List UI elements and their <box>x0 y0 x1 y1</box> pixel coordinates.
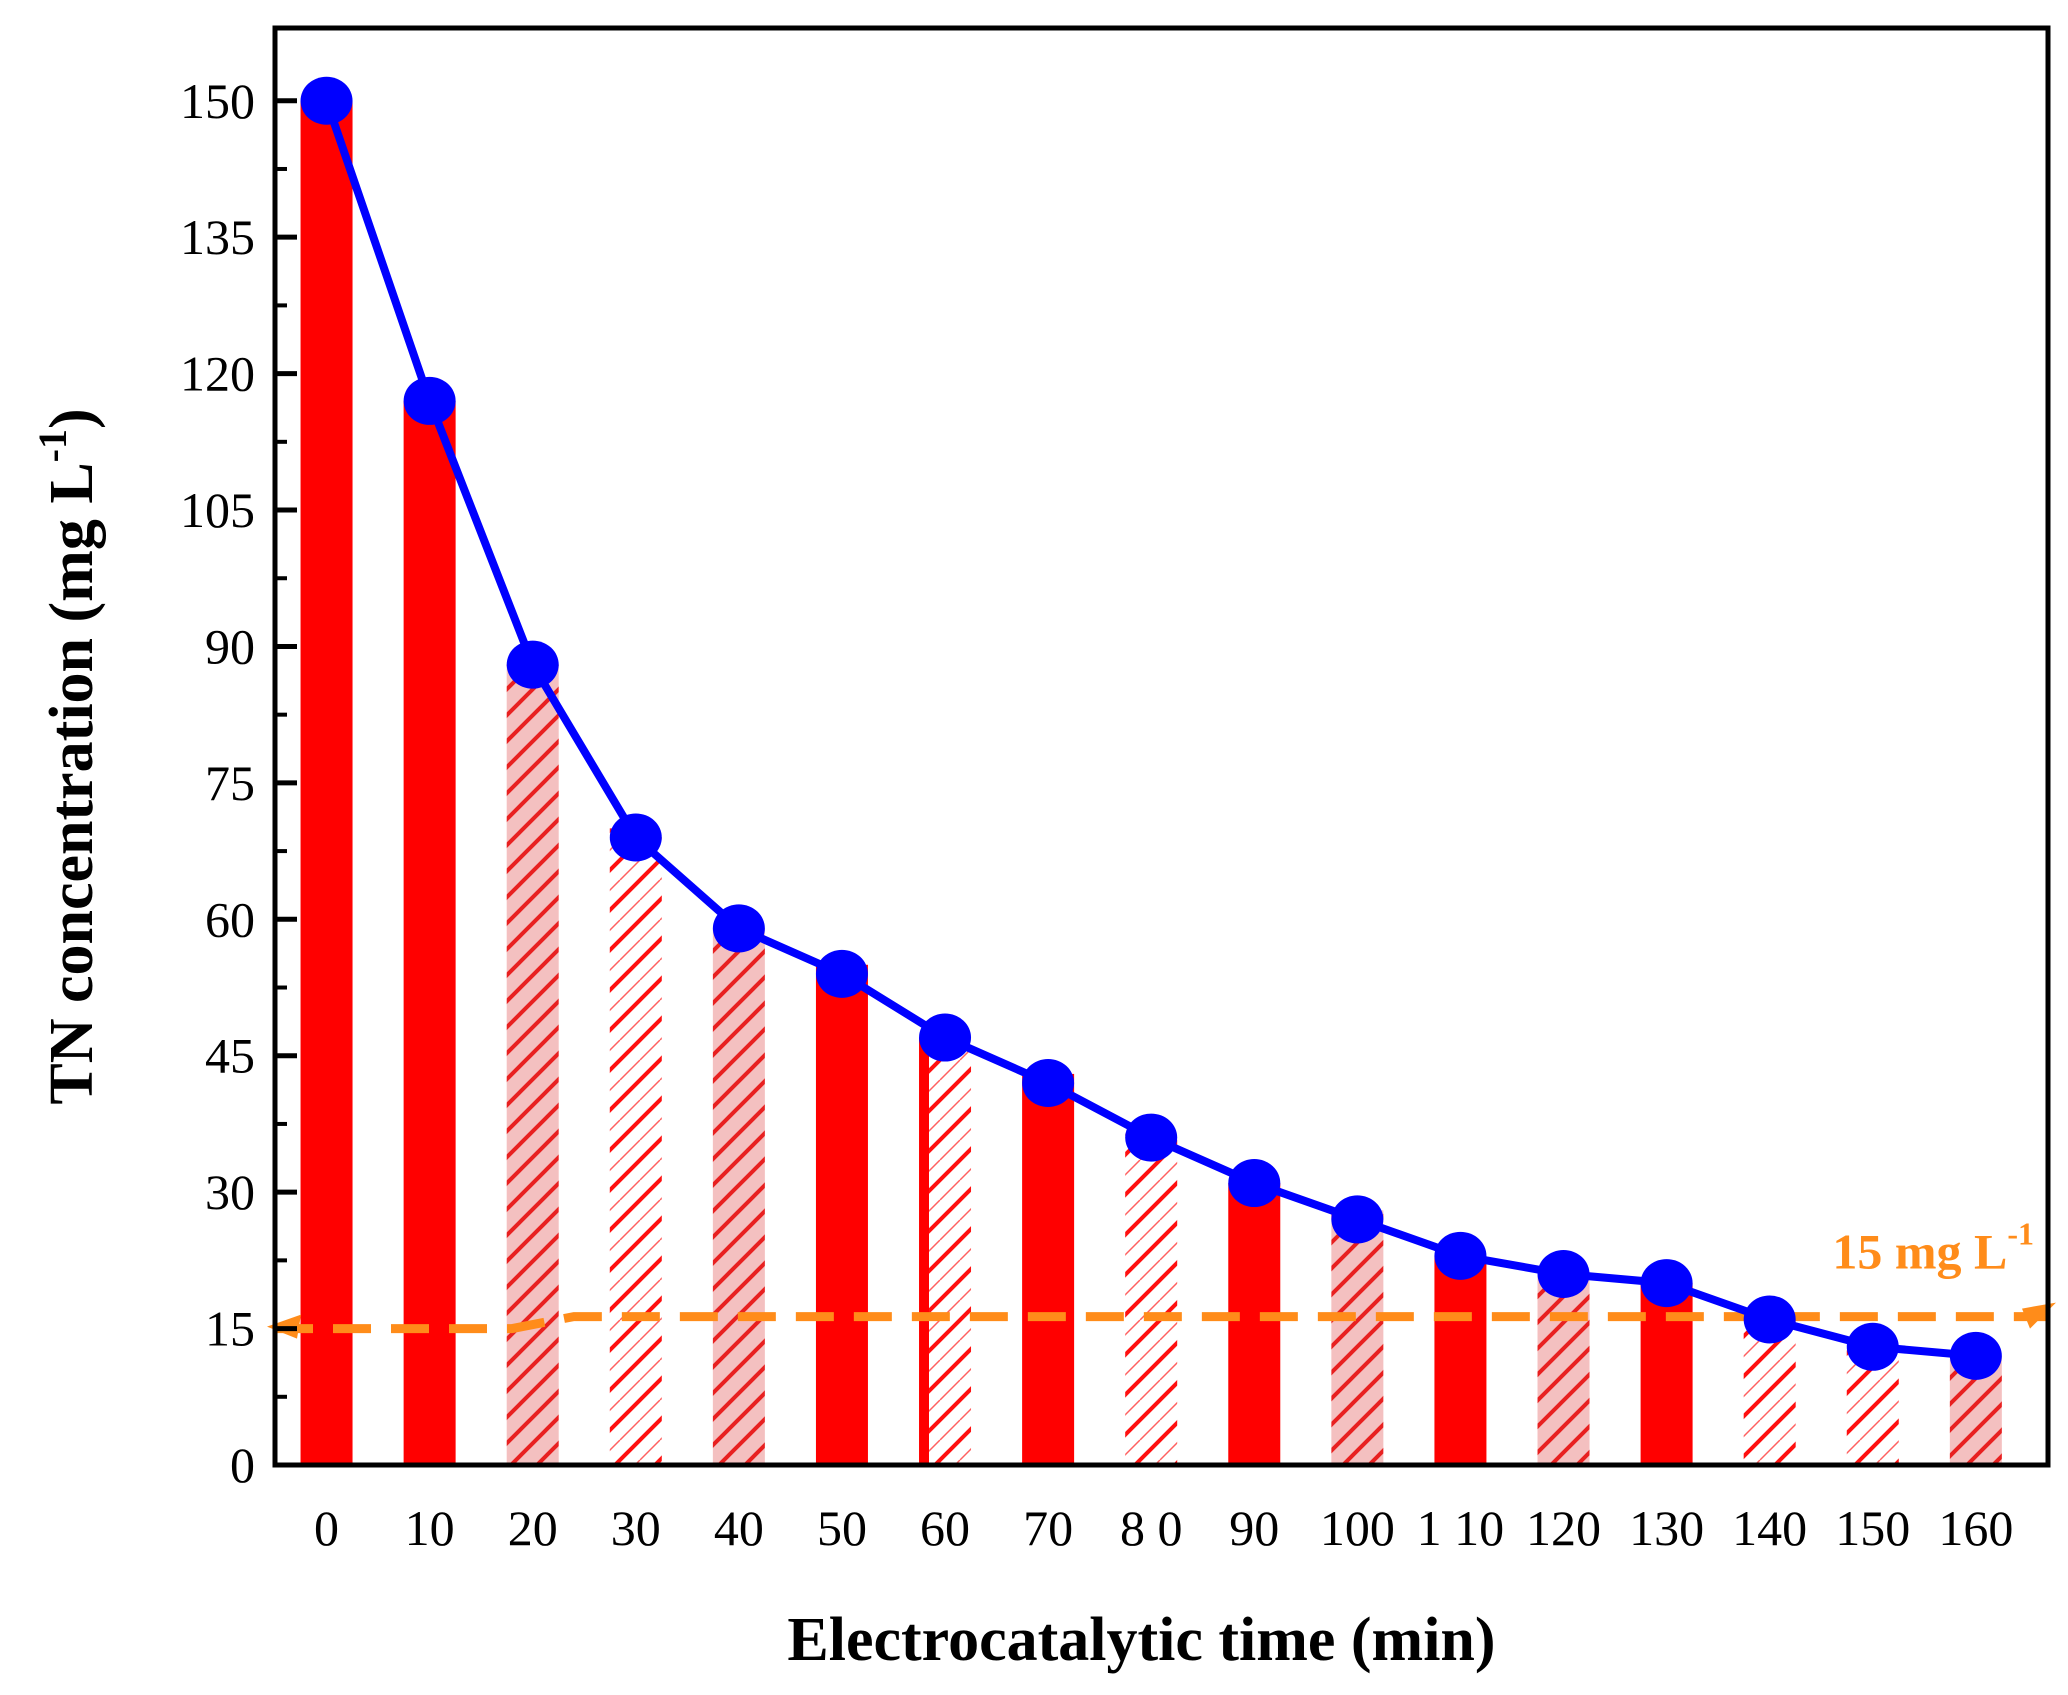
x-axis-title-text: Electrocatalytic time (min) <box>787 1606 1495 1674</box>
bar-70 <box>1022 1073 1075 1465</box>
x-tick-label: 100 <box>1320 1500 1395 1556</box>
y-axis-title: TN concentration (mg L-1) <box>30 408 106 1104</box>
line-marker-110 <box>1434 1231 1487 1280</box>
line-marker-40 <box>712 904 765 953</box>
y-axis-title-close: ) <box>38 408 106 429</box>
x-tick-label: 10 <box>405 1500 455 1556</box>
line-marker-120 <box>1537 1250 1590 1299</box>
reference-line-label-text: 15 mg L <box>1832 1224 2007 1280</box>
x-tick-label: 40 <box>714 1500 764 1556</box>
line-marker-10 <box>403 376 456 425</box>
bar-40 <box>712 928 765 1465</box>
reference-line-label: 15 mg L-1 <box>1832 1216 2034 1280</box>
line-marker-100 <box>1331 1195 1384 1244</box>
x-tick-label: 8 0 <box>1120 1500 1183 1556</box>
y-tick-label: 150 <box>180 73 255 129</box>
x-axis-ticks: 0 10 20 30 40 50 60 70 8 0 90 100 1 10 120 130 140 150 1… <box>314 1500 2013 1556</box>
y-axis-title-superscript: -1 <box>30 429 75 462</box>
x-tick-label: 20 <box>508 1500 558 1556</box>
y-tick-label: 45 <box>205 1028 255 1084</box>
y-tick-label: 15 <box>205 1301 255 1357</box>
x-tick-label: 30 <box>611 1500 661 1556</box>
line-marker-60 <box>919 1013 972 1062</box>
x-tick-label: 1 10 <box>1417 1500 1505 1556</box>
bar-110 <box>1434 1255 1487 1465</box>
bar-130 <box>1640 1283 1693 1465</box>
y-tick-label: 135 <box>180 209 255 265</box>
line-marker-140 <box>1743 1295 1796 1344</box>
line-marker-20 <box>506 640 559 689</box>
y-axis-title-text: TN concentration (mg L <box>38 462 106 1104</box>
reference-arrow-right-icon <box>2022 1302 2056 1329</box>
x-tick-label: 150 <box>1835 1500 1910 1556</box>
line-marker-0 <box>300 76 353 125</box>
bar-30 <box>609 828 662 1465</box>
bar-100 <box>1331 1210 1384 1465</box>
line-marker-70 <box>1022 1059 1075 1108</box>
line-marker-130 <box>1640 1259 1693 1308</box>
x-axis-title: Electrocatalytic time (min) <box>787 1606 1495 1674</box>
line-series-group <box>300 76 2002 1380</box>
y-tick-label: 105 <box>180 482 255 538</box>
line-marker-30 <box>609 813 662 862</box>
y-tick-label: 75 <box>205 755 255 811</box>
y-tick-label: 120 <box>180 346 255 402</box>
y-axis-ticks: 0 15 30 45 60 75 90 105 120 135 150 <box>180 73 297 1493</box>
x-tick-label: 120 <box>1526 1500 1601 1556</box>
x-tick-label: 160 <box>1938 1500 2013 1556</box>
reference-line-label-superscript: -1 <box>2007 1216 2034 1252</box>
plot-frame <box>272 25 2051 1468</box>
y-tick-label: 90 <box>205 618 255 674</box>
y-tick-label: 0 <box>230 1437 255 1493</box>
line-marker-50 <box>815 949 868 998</box>
x-tick-label: 0 <box>314 1500 339 1556</box>
bar-60 <box>919 1037 930 1465</box>
bar-10 <box>403 400 456 1466</box>
bar-50 <box>815 964 868 1465</box>
bar-20 <box>506 664 559 1465</box>
bar-group <box>300 100 2002 1466</box>
y-tick-label: 30 <box>205 1164 255 1220</box>
bar-hatch-60 <box>929 1037 972 1465</box>
x-tick-label: 70 <box>1023 1500 1073 1556</box>
bar-0 <box>300 100 353 1465</box>
bar-120 <box>1537 1274 1590 1465</box>
x-tick-label: 50 <box>817 1500 867 1556</box>
bar-80 <box>1125 1128 1178 1465</box>
line-marker-160 <box>1949 1331 2002 1380</box>
line-marker-150 <box>1846 1322 1899 1371</box>
line-marker-90 <box>1228 1159 1281 1208</box>
x-tick-label: 60 <box>920 1500 970 1556</box>
bar-90 <box>1228 1183 1281 1465</box>
x-tick-label: 140 <box>1732 1500 1807 1556</box>
line-marker-80 <box>1125 1113 1178 1162</box>
x-tick-label: 130 <box>1629 1500 1704 1556</box>
reference-line <box>275 1312 2048 1334</box>
bar-140 <box>1743 1319 1796 1465</box>
x-tick-label: 90 <box>1229 1500 1279 1556</box>
y-tick-label: 60 <box>205 891 255 947</box>
